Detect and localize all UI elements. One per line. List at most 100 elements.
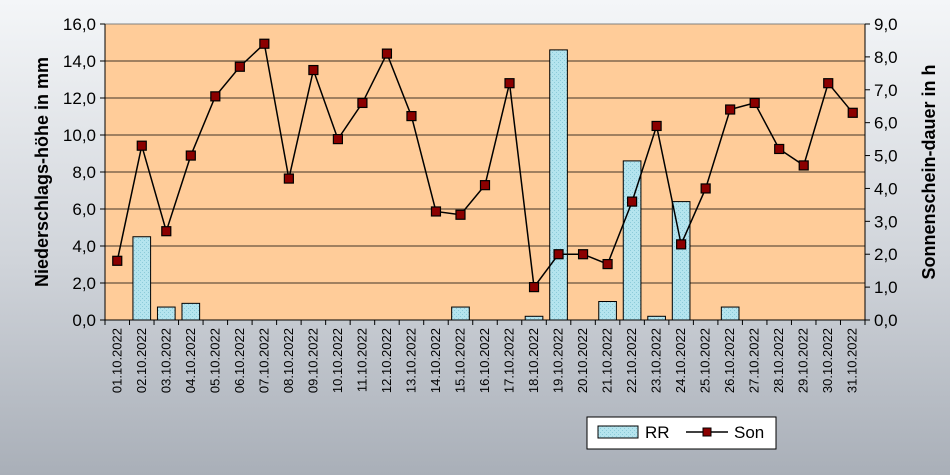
x-tick-label: 29.10.2022 (796, 328, 811, 393)
x-tick-label: 26.10.2022 (722, 328, 737, 393)
rr-bar (549, 49, 568, 321)
rr-bar (524, 315, 544, 321)
y-tick-label: 14,0 (63, 52, 96, 71)
son-marker (553, 249, 564, 260)
y-tick-label: 10,0 (63, 126, 96, 145)
rr-bar (671, 201, 691, 321)
x-tick-label: 15.10.2022 (452, 328, 467, 393)
son-marker (210, 91, 221, 102)
rr-bar (598, 301, 617, 321)
y2-tick-label: 5,0 (874, 147, 898, 166)
x-tick-label: 14.10.2022 (428, 328, 443, 393)
y-tick-label: 6,0 (72, 200, 96, 219)
y-tick-label: 2,0 (72, 274, 96, 293)
son-marker (357, 97, 368, 109)
son-marker (749, 97, 760, 109)
y2-tick-label: 4,0 (874, 179, 898, 198)
son-marker (381, 48, 393, 59)
x-tick-label: 09.10.2022 (305, 328, 320, 393)
rr-bar (132, 236, 152, 321)
son-marker (651, 120, 662, 132)
y2-tick-label: 8,0 (874, 48, 898, 67)
son-marker (308, 64, 319, 76)
son-marker (234, 61, 245, 72)
son-marker (798, 160, 809, 171)
son-marker (430, 206, 442, 217)
x-tick-label: 28.10.2022 (771, 328, 786, 393)
son-marker (112, 255, 123, 266)
x-tick-label: 11.10.2022 (354, 328, 369, 392)
son-marker (626, 196, 638, 207)
son-marker (161, 226, 172, 237)
x-tick-label: 10.10.2022 (330, 328, 345, 393)
son-marker (528, 282, 540, 293)
x-tick-label: 30.10.2022 (820, 328, 835, 393)
x-tick-label: 17.10.2022 (502, 328, 517, 393)
son-line-series (112, 38, 858, 293)
y2-tick-label: 3,0 (874, 212, 898, 231)
x-tick-label: 31.10.2022 (845, 328, 860, 393)
y2-tick-label: 9,0 (874, 15, 898, 34)
x-tick-label: 03.10.2022 (158, 328, 173, 393)
x-tick-label: 12.10.2022 (379, 328, 394, 393)
x-tick-label: 20.10.2022 (575, 328, 590, 393)
son-marker (847, 107, 858, 118)
y-tick-label: 16,0 (63, 15, 96, 34)
rr-bar (181, 302, 201, 321)
son-marker (406, 110, 417, 122)
grid-lines (105, 60, 865, 284)
x-tick-label: 04.10.2022 (183, 328, 198, 393)
son-marker (676, 239, 687, 250)
axes: 0,0 2,0 4,0 6,0 8,0 10,0 12,0 14,0 16,0 0,0 1,0 2,0… (63, 15, 898, 393)
y-tick-label: 8,0 (72, 163, 96, 182)
son-marker (479, 180, 491, 191)
legend-rr-swatch (597, 425, 639, 439)
son-marker (725, 104, 736, 115)
x-tick-label: 23.10.2022 (649, 328, 664, 393)
x-tick-label: 21.10.2022 (600, 328, 615, 393)
legend-son-marker (702, 427, 712, 437)
son-marker (283, 173, 294, 184)
y2-tick-label: 2,0 (874, 245, 898, 264)
y2-tick-label: 7,0 (874, 81, 898, 100)
y-tick-label: 0,0 (72, 311, 96, 330)
x-tick-label: 08.10.2022 (281, 328, 296, 393)
x-tick-label: 24.10.2022 (673, 328, 688, 393)
y2-axis-title: Sonnenschein-dauer in h (919, 64, 939, 279)
son-marker (823, 78, 834, 89)
y2-tick-label: 6,0 (874, 114, 898, 133)
x-tick-label: 02.10.2022 (134, 328, 149, 393)
rr-bar (451, 306, 470, 321)
son-marker (774, 143, 785, 155)
legend-son-label: Son (734, 423, 764, 442)
son-marker (602, 258, 613, 270)
x-tick-label: 22.10.2022 (624, 328, 639, 393)
y-tick-label: 4,0 (72, 237, 96, 256)
son-marker (455, 209, 466, 220)
son-marker (504, 78, 515, 89)
son-marker (259, 38, 270, 49)
x-tick-label: 05.10.2022 (207, 328, 222, 393)
x-tick-label: 16.10.2022 (477, 328, 492, 393)
y2-tick-label: 1,0 (874, 278, 898, 297)
son-marker (185, 150, 196, 161)
legend: RR Son (586, 416, 777, 450)
y-tick-label: 12,0 (63, 89, 96, 108)
x-tick-label: 07.10.2022 (256, 328, 271, 393)
x-tick-label: 25.10.2022 (698, 328, 713, 393)
son-marker (577, 249, 589, 260)
y-axis-title: Niederschlags-höhe in mm (32, 57, 52, 287)
x-tick-label: 19.10.2022 (551, 328, 566, 393)
x-tick-label: 01.10.2022 (109, 328, 124, 393)
x-tick-label: 13.10.2022 (403, 328, 418, 393)
x-tick-label: 27.10.2022 (747, 328, 762, 393)
son-marker (700, 183, 711, 194)
son-marker (136, 140, 147, 151)
x-tick-label: 18.10.2022 (526, 328, 541, 393)
rr-bar (156, 306, 176, 321)
rr-bar (647, 315, 666, 321)
x-tick-label: 06.10.2022 (232, 328, 247, 393)
y2-tick-label: 0,0 (874, 311, 898, 330)
